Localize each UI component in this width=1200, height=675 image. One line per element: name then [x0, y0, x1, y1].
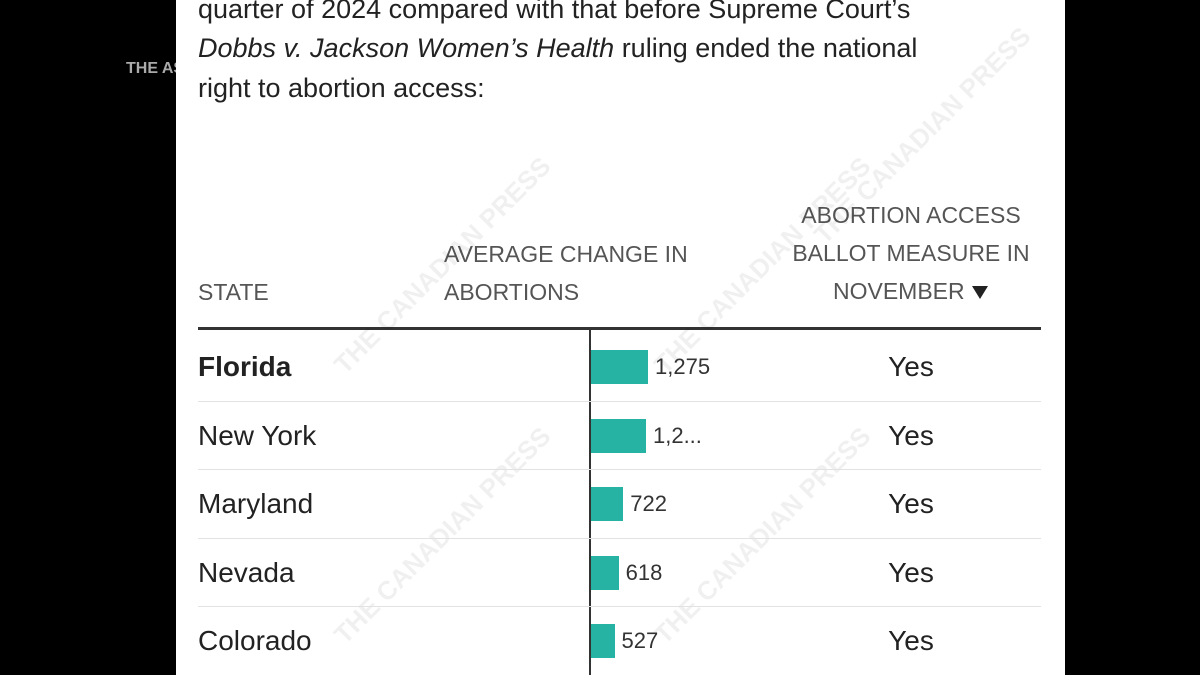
- ballot-value: Yes: [888, 351, 934, 383]
- value-label: 722: [630, 491, 667, 517]
- state-name: Maryland: [198, 488, 314, 520]
- ballot-value: Yes: [888, 625, 934, 657]
- row-separator: [198, 400, 1041, 402]
- header-text: ABORTION ACCESS BALLOT MEASURE IN NOVEMB…: [792, 202, 1030, 304]
- intro-line: right to abortion access:: [198, 73, 485, 103]
- intro-text: ruling ended the national: [614, 33, 918, 63]
- header: AVERAGE CHANGE IN ABORTIONS: [444, 241, 688, 305]
- bar: [591, 418, 646, 453]
- row-separator: [198, 606, 1041, 607]
- row-separator: [198, 469, 1041, 470]
- intro-line: Dobbs v. Jackson Women’s Health ruling e…: [198, 33, 917, 64]
- side-label: THE AS: [126, 60, 176, 77]
- axis-line: [589, 330, 591, 675]
- state-name: Colorado: [198, 625, 312, 657]
- state-name: Florida: [198, 351, 292, 383]
- value-label: 618: [625, 559, 663, 585]
- ballot-value: Yes: [888, 556, 934, 588]
- bar: [591, 487, 624, 522]
- sort-icon: [972, 286, 989, 299]
- ballot-value: Yes: [888, 419, 934, 451]
- header-rule: [198, 327, 1041, 330]
- value-label: 527: [621, 628, 659, 654]
- header: ABORTION ACCESS BALLOT MEASURE IN NOVEMB…: [781, 196, 1041, 310]
- ballot-value: Yes: [888, 488, 934, 520]
- state-name: Nevada: [198, 556, 295, 588]
- intro-line: quarter of 2024 compared with that befor…: [198, 0, 911, 24]
- value-label: 1,275: [655, 354, 711, 380]
- watermark: THE CANADIAN PRESS: [647, 420, 877, 650]
- bar: [591, 555, 619, 590]
- header: STATE: [198, 279, 269, 305]
- watermark: THE CANADIAN PRESS: [327, 420, 557, 650]
- bar: [591, 624, 615, 659]
- bar: [591, 350, 648, 385]
- value-label: 1,2...: [652, 422, 702, 448]
- panel: quarter of 2024 compared with that befor…: [176, 0, 1065, 675]
- intro-italic: Dobbs v. Jackson Women’s Health: [198, 33, 615, 63]
- state-name: New York: [198, 419, 317, 451]
- row-separator: [198, 537, 1041, 539]
